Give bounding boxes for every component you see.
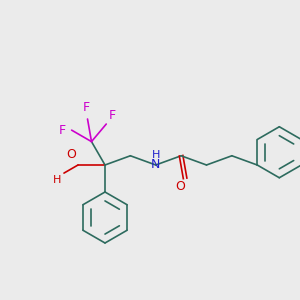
- Text: N: N: [151, 158, 160, 172]
- Text: F: F: [59, 124, 66, 136]
- Text: F: F: [82, 100, 89, 114]
- Text: H: H: [52, 175, 61, 184]
- Text: F: F: [109, 110, 116, 122]
- Text: O: O: [67, 148, 76, 161]
- Text: O: O: [176, 180, 185, 193]
- Text: H: H: [152, 150, 160, 160]
